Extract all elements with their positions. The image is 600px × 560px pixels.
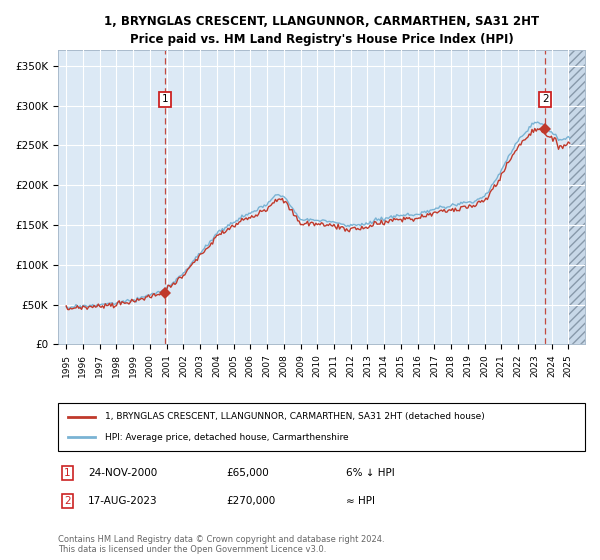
Text: 24-NOV-2000: 24-NOV-2000 — [88, 468, 157, 478]
Text: 2: 2 — [542, 94, 548, 104]
Text: 1: 1 — [64, 468, 70, 478]
Title: 1, BRYNGLAS CRESCENT, LLANGUNNOR, CARMARTHEN, SA31 2HT
Price paid vs. HM Land Re: 1, BRYNGLAS CRESCENT, LLANGUNNOR, CARMAR… — [104, 15, 539, 46]
FancyBboxPatch shape — [58, 403, 585, 451]
Bar — [568, 50, 600, 344]
Text: 1, BRYNGLAS CRESCENT, LLANGUNNOR, CARMARTHEN, SA31 2HT (detached house): 1, BRYNGLAS CRESCENT, LLANGUNNOR, CARMAR… — [105, 412, 485, 421]
Text: £270,000: £270,000 — [226, 496, 275, 506]
Bar — [568, 50, 600, 344]
Text: 1: 1 — [162, 94, 169, 104]
Text: ≈ HPI: ≈ HPI — [346, 496, 375, 506]
Text: 17-AUG-2023: 17-AUG-2023 — [88, 496, 157, 506]
Text: Contains HM Land Registry data © Crown copyright and database right 2024.
This d: Contains HM Land Registry data © Crown c… — [58, 535, 385, 554]
Text: 6% ↓ HPI: 6% ↓ HPI — [346, 468, 395, 478]
Text: 2: 2 — [64, 496, 70, 506]
Text: HPI: Average price, detached house, Carmarthenshire: HPI: Average price, detached house, Carm… — [105, 433, 349, 442]
Text: £65,000: £65,000 — [226, 468, 269, 478]
